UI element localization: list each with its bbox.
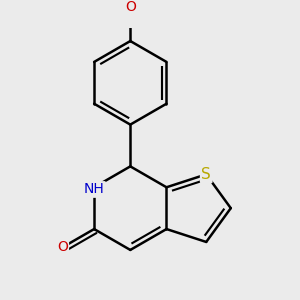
Text: NH: NH [84, 182, 104, 197]
Text: S: S [201, 167, 211, 182]
Text: O: O [57, 240, 68, 254]
Text: O: O [125, 0, 136, 14]
